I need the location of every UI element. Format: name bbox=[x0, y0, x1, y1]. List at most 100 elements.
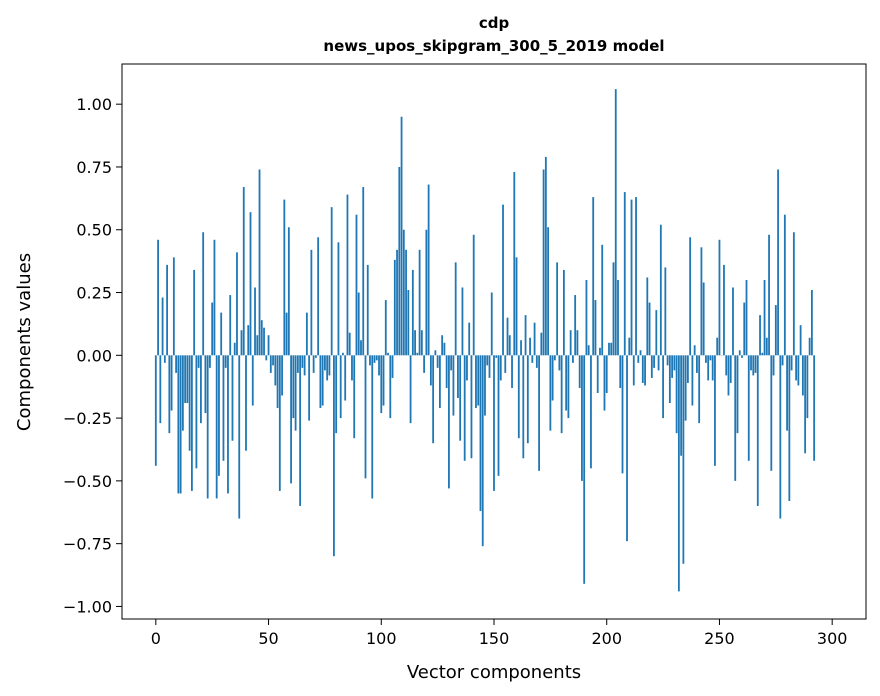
bar bbox=[671, 355, 674, 378]
bar bbox=[585, 279, 588, 356]
bar bbox=[551, 355, 554, 401]
bar bbox=[693, 345, 696, 356]
bar bbox=[702, 282, 705, 356]
bar bbox=[581, 355, 583, 481]
bar bbox=[680, 355, 683, 456]
bar bbox=[364, 355, 367, 479]
bar bbox=[747, 355, 750, 461]
bar bbox=[655, 310, 658, 356]
bar bbox=[258, 169, 261, 356]
bar bbox=[504, 355, 507, 373]
bar bbox=[517, 355, 520, 439]
bar bbox=[522, 355, 525, 459]
plot-frame bbox=[121, 63, 867, 620]
bar bbox=[608, 342, 610, 356]
bar bbox=[801, 355, 804, 396]
bar bbox=[535, 355, 538, 368]
bar bbox=[808, 337, 811, 356]
bar bbox=[531, 355, 534, 363]
bar bbox=[524, 315, 527, 356]
bar bbox=[328, 355, 331, 376]
bar bbox=[285, 312, 288, 356]
x-tick-label: 0 bbox=[151, 629, 161, 648]
bar bbox=[436, 355, 439, 368]
bar bbox=[718, 239, 721, 356]
bar bbox=[215, 355, 218, 499]
bar bbox=[761, 352, 764, 356]
bar bbox=[175, 355, 178, 373]
bar bbox=[242, 187, 245, 356]
bar bbox=[166, 264, 168, 356]
bar bbox=[398, 166, 401, 356]
bar bbox=[662, 355, 664, 419]
bar bbox=[734, 355, 737, 481]
bar bbox=[233, 342, 236, 356]
bar bbox=[813, 355, 816, 461]
bar bbox=[520, 340, 522, 356]
bar bbox=[342, 352, 344, 356]
bar bbox=[402, 229, 405, 356]
bar bbox=[260, 320, 263, 356]
bar bbox=[267, 335, 270, 356]
bar bbox=[369, 355, 371, 366]
bar bbox=[168, 355, 171, 434]
bar bbox=[592, 197, 595, 356]
bar bbox=[186, 355, 189, 404]
bar bbox=[488, 355, 491, 378]
bar bbox=[511, 355, 513, 388]
chart-subtitle: news_upos_skipgram_300_5_2019 model bbox=[323, 37, 664, 55]
bar bbox=[224, 355, 227, 368]
bar bbox=[278, 355, 281, 491]
bar bbox=[664, 267, 667, 356]
bar bbox=[206, 355, 209, 499]
bar bbox=[768, 234, 770, 356]
bar bbox=[648, 302, 651, 356]
bar bbox=[276, 355, 279, 409]
y-tick-label: 0.75 bbox=[76, 158, 112, 177]
bar bbox=[583, 355, 586, 584]
bar bbox=[619, 355, 622, 388]
bar bbox=[353, 355, 356, 439]
bar bbox=[729, 355, 732, 383]
bar bbox=[632, 355, 635, 386]
bar bbox=[461, 287, 464, 356]
bar bbox=[723, 264, 725, 356]
bar bbox=[254, 287, 256, 356]
y-tick-label: 0.50 bbox=[76, 221, 112, 240]
bar bbox=[506, 317, 509, 356]
bar bbox=[420, 330, 423, 356]
bar bbox=[448, 355, 450, 489]
bar bbox=[673, 355, 676, 371]
bar bbox=[391, 355, 394, 378]
chart-title: cdp bbox=[479, 14, 510, 32]
bar bbox=[387, 352, 389, 356]
bar bbox=[292, 355, 295, 419]
bar bbox=[714, 355, 716, 466]
bar bbox=[190, 355, 193, 491]
bar bbox=[777, 169, 779, 356]
bar bbox=[792, 232, 795, 356]
bar bbox=[441, 335, 444, 356]
bar bbox=[770, 355, 773, 471]
bar bbox=[231, 355, 234, 441]
y-axis-label: Components values bbox=[14, 253, 35, 431]
bar bbox=[540, 332, 543, 356]
bar bbox=[709, 355, 712, 361]
bar bbox=[308, 355, 311, 421]
bar bbox=[479, 355, 482, 512]
bar bbox=[218, 355, 220, 476]
bar bbox=[526, 355, 529, 444]
bar bbox=[450, 355, 453, 371]
bar bbox=[565, 355, 568, 411]
bar bbox=[635, 197, 637, 356]
bar bbox=[312, 355, 315, 373]
bar bbox=[443, 342, 446, 356]
bar bbox=[574, 295, 577, 356]
bar bbox=[170, 355, 173, 411]
bar bbox=[707, 355, 710, 381]
bar bbox=[324, 355, 326, 371]
bar bbox=[668, 355, 671, 404]
bar bbox=[515, 257, 518, 356]
x-axis-label: Vector components bbox=[407, 662, 581, 683]
bar bbox=[567, 355, 570, 419]
